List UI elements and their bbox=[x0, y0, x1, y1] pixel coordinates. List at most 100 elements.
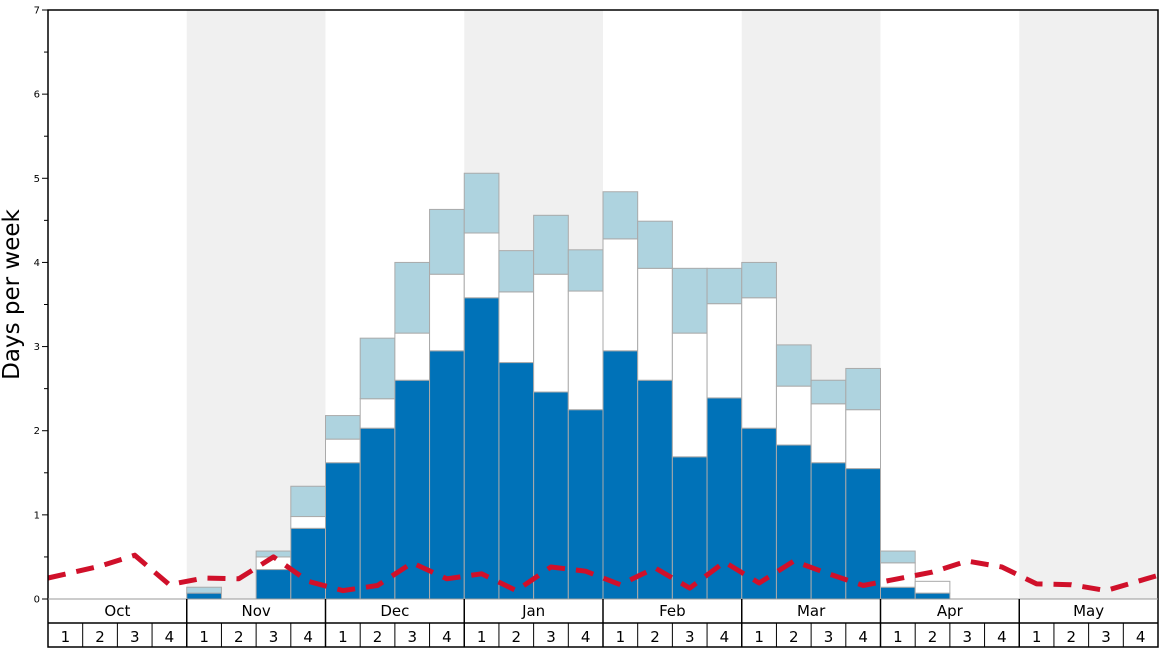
week-label: 4 bbox=[165, 628, 175, 646]
bar-base-11 bbox=[394, 379, 431, 600]
bars-layer bbox=[186, 172, 951, 600]
bar-top-21 bbox=[741, 261, 777, 299]
week-label: 2 bbox=[95, 628, 105, 646]
dashed-line-series bbox=[47, 552, 1159, 594]
month-label-feb: Feb bbox=[659, 602, 686, 620]
bar-top-24 bbox=[845, 367, 881, 411]
bar-middle-19 bbox=[671, 332, 708, 458]
bar-base-5 bbox=[186, 592, 222, 600]
bar-middle-15 bbox=[533, 273, 569, 393]
week-label: 1 bbox=[754, 628, 764, 646]
month-label-oct: Oct bbox=[104, 602, 130, 620]
bar-top-16 bbox=[567, 249, 604, 292]
y-tick-label-0: 0 bbox=[34, 595, 40, 606]
week-label: 1 bbox=[199, 628, 209, 646]
week-label: 1 bbox=[1032, 628, 1042, 646]
bar-middle-26 bbox=[914, 580, 951, 594]
bar-top-20 bbox=[706, 267, 743, 305]
y-tick-label-1: 1 bbox=[34, 510, 40, 521]
bar-top-19 bbox=[671, 267, 708, 334]
bar-base-10 bbox=[359, 427, 396, 600]
bar-base-13 bbox=[463, 297, 500, 600]
bar-middle-10 bbox=[359, 398, 396, 429]
month-shade-may bbox=[1019, 10, 1158, 599]
week-label: 3 bbox=[824, 628, 834, 646]
week-label: 1 bbox=[338, 628, 348, 646]
bar-base-24 bbox=[845, 468, 881, 600]
week-label: 1 bbox=[477, 628, 487, 646]
bar-middle-21 bbox=[741, 297, 777, 429]
week-label: 3 bbox=[1101, 628, 1111, 646]
week-label: 4 bbox=[858, 628, 868, 646]
month-label-apr: Apr bbox=[937, 602, 964, 620]
week-label: 4 bbox=[303, 628, 313, 646]
bar-middle-14 bbox=[498, 291, 535, 364]
bar-top-17 bbox=[602, 191, 639, 240]
bar-middle-11 bbox=[394, 332, 431, 381]
bar-base-18 bbox=[637, 379, 673, 600]
y-tick-label-3: 3 bbox=[34, 342, 40, 353]
y-tick-label-7: 7 bbox=[34, 6, 40, 17]
week-label: 1 bbox=[616, 628, 626, 646]
week-label: 4 bbox=[581, 628, 591, 646]
bar-base-21 bbox=[741, 427, 777, 600]
y-tick-label-6: 6 bbox=[34, 90, 40, 101]
week-label: 3 bbox=[407, 628, 417, 646]
bar-top-9 bbox=[325, 415, 361, 440]
month-label-mar: Mar bbox=[797, 602, 826, 620]
bar-middle-24 bbox=[845, 409, 881, 470]
y-axis-label: Days per week bbox=[0, 208, 25, 379]
bar-top-23 bbox=[810, 379, 847, 405]
week-label: 3 bbox=[685, 628, 695, 646]
week-label: 2 bbox=[928, 628, 938, 646]
bar-top-15 bbox=[533, 214, 569, 275]
y-tick-label-2: 2 bbox=[34, 426, 40, 437]
week-label: 4 bbox=[720, 628, 730, 646]
bar-middle-8 bbox=[290, 516, 326, 529]
week-label: 2 bbox=[650, 628, 660, 646]
week-label: 4 bbox=[442, 628, 452, 646]
month-label-dec: Dec bbox=[380, 602, 409, 620]
bar-top-8 bbox=[290, 485, 326, 518]
bar-middle-18 bbox=[637, 267, 673, 381]
bar-middle-22 bbox=[775, 385, 812, 446]
bar-middle-12 bbox=[429, 273, 465, 352]
week-label: 2 bbox=[789, 628, 799, 646]
month-label-jan: Jan bbox=[521, 602, 545, 620]
y-tick-label-4: 4 bbox=[34, 258, 40, 269]
week-label: 2 bbox=[234, 628, 244, 646]
bar-top-10 bbox=[359, 337, 396, 400]
bar-top-5 bbox=[186, 586, 222, 594]
bar-middle-13 bbox=[463, 232, 500, 299]
bar-middle-9 bbox=[325, 438, 361, 464]
bar-middle-20 bbox=[706, 303, 743, 399]
bar-base-20 bbox=[706, 397, 743, 600]
bar-base-8 bbox=[290, 527, 326, 600]
month-label-nov: Nov bbox=[241, 602, 270, 620]
month-label-may: May bbox=[1073, 602, 1104, 620]
week-label: 4 bbox=[997, 628, 1007, 646]
bar-top-25 bbox=[880, 550, 916, 564]
bar-middle-23 bbox=[810, 403, 847, 464]
bar-base-9 bbox=[325, 462, 361, 600]
bar-top-14 bbox=[498, 250, 535, 293]
bar-top-12 bbox=[429, 208, 465, 275]
bar-middle-25 bbox=[880, 562, 916, 588]
bar-middle-16 bbox=[567, 290, 604, 411]
week-label: 1 bbox=[893, 628, 903, 646]
line-layer bbox=[47, 552, 1159, 594]
bar-top-22 bbox=[775, 344, 812, 387]
bar-base-17 bbox=[602, 350, 639, 600]
axis-layer: Oct 1 2 3 4 Nov 1 2 3 4 Dec 1 2 3 4 Jan 1 2 3 4 Feb 1 2 3 4 Mar 1 2… bbox=[34, 6, 1159, 648]
bar-base-12 bbox=[429, 350, 465, 600]
bar-middle-17 bbox=[602, 238, 639, 352]
bar-base-25 bbox=[880, 586, 916, 600]
week-label: 3 bbox=[546, 628, 556, 646]
bar-base-26 bbox=[914, 592, 951, 600]
y-tick-label-5: 5 bbox=[34, 174, 40, 185]
bar-base-7 bbox=[255, 569, 292, 600]
week-label: 3 bbox=[269, 628, 279, 646]
bar-base-14 bbox=[498, 362, 535, 600]
